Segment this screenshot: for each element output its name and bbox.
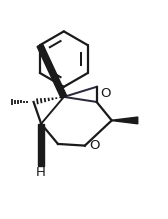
Text: H: H bbox=[36, 166, 46, 179]
Polygon shape bbox=[37, 44, 67, 98]
Polygon shape bbox=[38, 124, 44, 166]
Polygon shape bbox=[112, 117, 138, 124]
Text: O: O bbox=[89, 139, 99, 152]
Text: O: O bbox=[101, 87, 111, 100]
